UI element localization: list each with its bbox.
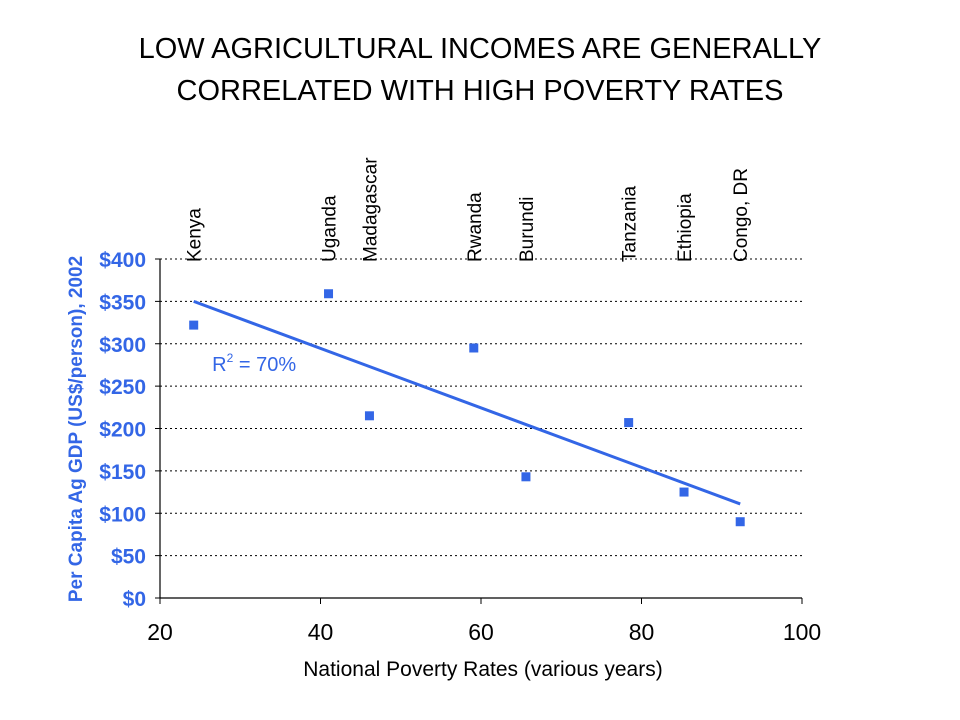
data-point	[364, 411, 374, 421]
country-label: Rwanda	[465, 192, 486, 262]
data-point	[624, 418, 634, 428]
x-tick-label: 80	[629, 619, 655, 645]
x-tick-label: 40	[308, 619, 334, 645]
x-tick-label: 60	[468, 619, 494, 645]
country-label: Kenya	[185, 208, 206, 262]
x-tick-label: 100	[783, 619, 821, 645]
country-label: Congo, DR	[731, 168, 752, 262]
country-label: Madagascar	[360, 157, 381, 262]
data-point	[679, 487, 689, 497]
country-label: Burundi	[517, 197, 538, 263]
y-tick-label: $350	[99, 291, 146, 314]
x-axis-label: National Poverty Rates (various years)	[303, 658, 662, 681]
y-tick-label: $300	[99, 334, 146, 357]
y-tick-label: $100	[99, 503, 146, 526]
country-label: Tanzania	[620, 186, 641, 262]
y-tick-label: $0	[123, 588, 146, 611]
y-tick-label: $50	[111, 546, 146, 569]
title-line-1: LOW AGRICULTURAL INCOMES ARE GENERALLY	[138, 33, 822, 65]
x-tick-label: 20	[147, 619, 173, 645]
r-squared-annotation: R2 = 70%	[212, 351, 296, 376]
y-axis-label: Per Capita Ag GDP (US$/person), 2002	[66, 256, 87, 602]
trendline	[193, 299, 741, 506]
data-point	[521, 472, 531, 482]
chart-title: LOW AGRICULTURAL INCOMES ARE GENERALLY C…	[0, 28, 960, 112]
y-tick-label: $200	[99, 419, 146, 442]
data-point	[189, 320, 199, 330]
y-tick-label: $400	[99, 249, 146, 272]
title-line-2: CORRELATED WITH HIGH POVERTY RATES	[176, 75, 784, 107]
country-label: Ethiopia	[675, 193, 696, 262]
y-tick-label: $250	[99, 376, 146, 399]
country-label: Uganda	[320, 195, 341, 262]
y-tick-label: $150	[99, 461, 146, 484]
data-point	[735, 517, 745, 527]
data-point	[324, 289, 334, 299]
data-point	[469, 343, 479, 353]
